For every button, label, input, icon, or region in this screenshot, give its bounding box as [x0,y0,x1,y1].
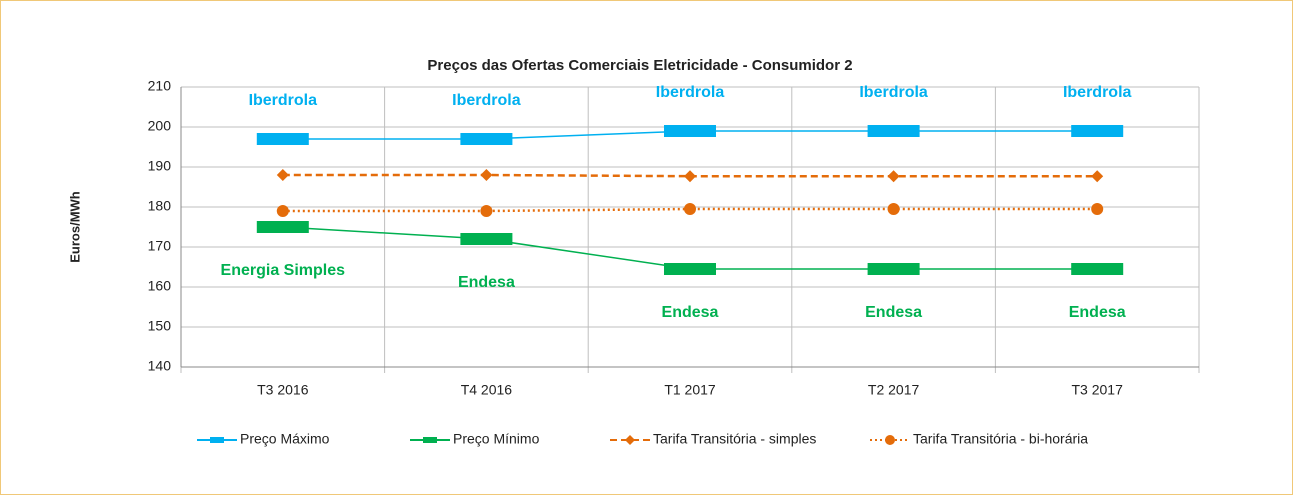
y-tick-label: 200 [148,118,172,134]
marker [276,169,289,181]
y-tick-label: 210 [148,78,172,94]
legend-marker [423,437,437,443]
point-label: Endesa [662,304,719,321]
legend-label: Preço Máximo [240,431,330,447]
marker [664,263,716,275]
marker [480,205,493,217]
point-label: Iberdrola [859,84,928,101]
y-tick-label: 190 [148,158,172,174]
point-label: Endesa [865,304,922,321]
y-tick-label: 160 [148,278,172,294]
marker [480,169,493,181]
x-tick-label: T4 2016 [461,382,513,398]
x-tick-label: T3 2016 [257,382,309,398]
point-label: Iberdrola [1063,84,1132,101]
point-label: Iberdrola [452,92,521,109]
marker [1071,125,1124,137]
legend-marker [210,437,224,443]
y-axis-label: Euros/MWh [67,191,82,263]
marker [867,125,920,137]
point-label: Iberdrola [656,84,725,101]
y-tick-label: 140 [148,358,172,374]
legend-label: Tarifa Transitória - simples [653,431,816,447]
marker [867,263,920,275]
marker [276,205,289,217]
marker [1071,263,1124,275]
x-tick-label: T1 2017 [664,382,716,398]
point-label: Endesa [1069,304,1126,321]
legend-label: Preço Mínimo [453,431,540,447]
x-tick-label: T3 2017 [1072,382,1124,398]
y-tick-label: 170 [148,238,172,254]
legend-marker [885,435,895,445]
marker [460,233,513,245]
marker [887,203,900,215]
point-label: Iberdrola [249,92,318,109]
marker [256,133,309,145]
marker [256,221,309,233]
marker [887,170,900,183]
marker [684,170,696,183]
marker [1091,170,1104,183]
marker [664,125,716,137]
chart-title: Preços das Ofertas Comerciais Eletricida… [427,57,852,74]
legend-label: Tarifa Transitória - bi-horária [913,431,1088,447]
point-label: Energia Simples [221,262,346,279]
y-tick-label: 180 [148,198,172,214]
point-label: Endesa [458,274,515,291]
x-tick-label: T2 2017 [868,382,920,398]
marker [684,203,696,215]
series-line [282,207,1098,213]
y-tick-label: 150 [148,318,172,334]
marker [1091,203,1104,215]
marker [460,133,513,145]
legend-marker [625,435,635,445]
